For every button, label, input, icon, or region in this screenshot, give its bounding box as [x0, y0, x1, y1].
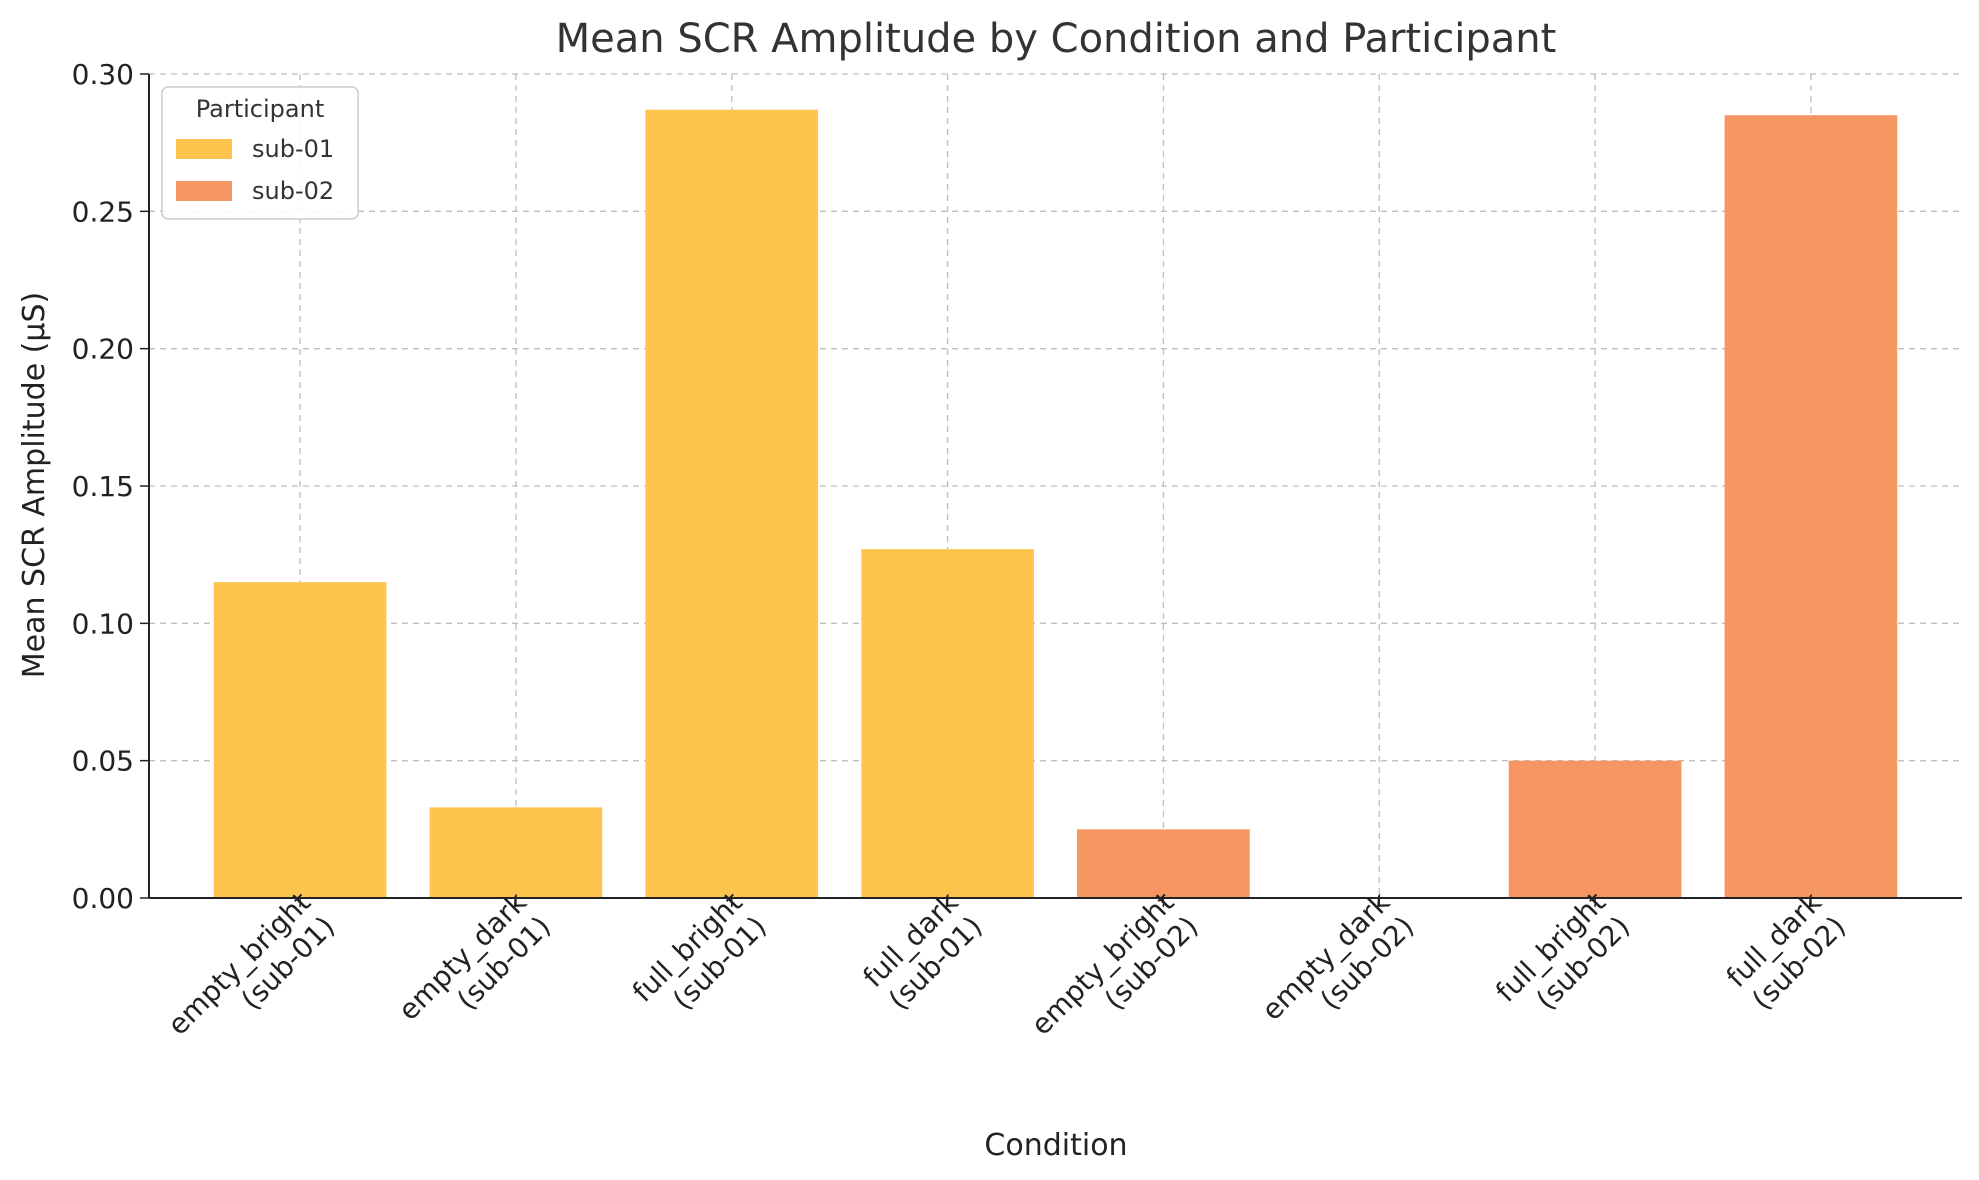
- bar-sub-02-7: [1508, 760, 1682, 898]
- legend-swatch-sub-01: [176, 139, 232, 159]
- bar-sub-02-5: [1077, 829, 1250, 898]
- x-axis-label: Condition: [984, 1128, 1127, 1163]
- x-tick-label: full_bright(sub-01): [626, 886, 773, 1017]
- x-tick-label: full_bright(sub-02): [1489, 886, 1636, 1017]
- bar-sub-01-3: [645, 109, 819, 898]
- x-tick-label: full_dark(sub-02): [1720, 885, 1852, 1016]
- legend-label-sub-02: sub-02: [252, 177, 334, 205]
- x-tick-label: empty_dark(sub-02): [1255, 885, 1420, 1027]
- legend-title: Participant: [196, 95, 324, 123]
- x-tick-label: full_dark(sub-01): [857, 885, 989, 1016]
- y-tick-label: 0.05: [72, 745, 134, 778]
- y-tick-label: 0.20: [72, 333, 134, 366]
- y-tick-label: 0.25: [72, 195, 134, 228]
- y-tick-label: 0.15: [72, 470, 134, 503]
- x-tick-label: empty_dark(sub-01): [392, 885, 557, 1027]
- legend-swatch-sub-02: [176, 181, 232, 201]
- y-tick-label: 0.10: [72, 607, 134, 640]
- y-tick-label: 0.30: [72, 58, 134, 91]
- bar-sub-01-4: [861, 549, 1034, 898]
- y-axis-label: Mean SCR Amplitude (µS): [17, 292, 52, 678]
- x-tick-label: empty_bright(sub-02): [1025, 886, 1205, 1042]
- chart-title: Mean SCR Amplitude by Condition and Part…: [556, 16, 1557, 62]
- grid-layer: [149, 73, 1962, 899]
- bar-sub-01-2: [429, 807, 603, 898]
- bar-sub-01-1: [213, 582, 387, 898]
- legend-label-sub-01: sub-01: [252, 135, 334, 163]
- x-tick-label: empty_bright(sub-01): [161, 886, 341, 1042]
- bar-sub-02-8: [1724, 115, 1898, 898]
- bars-layer: [213, 109, 1898, 898]
- legend: Participant sub-01 sub-02: [161, 86, 359, 220]
- y-tick-label: 0.00: [72, 882, 134, 915]
